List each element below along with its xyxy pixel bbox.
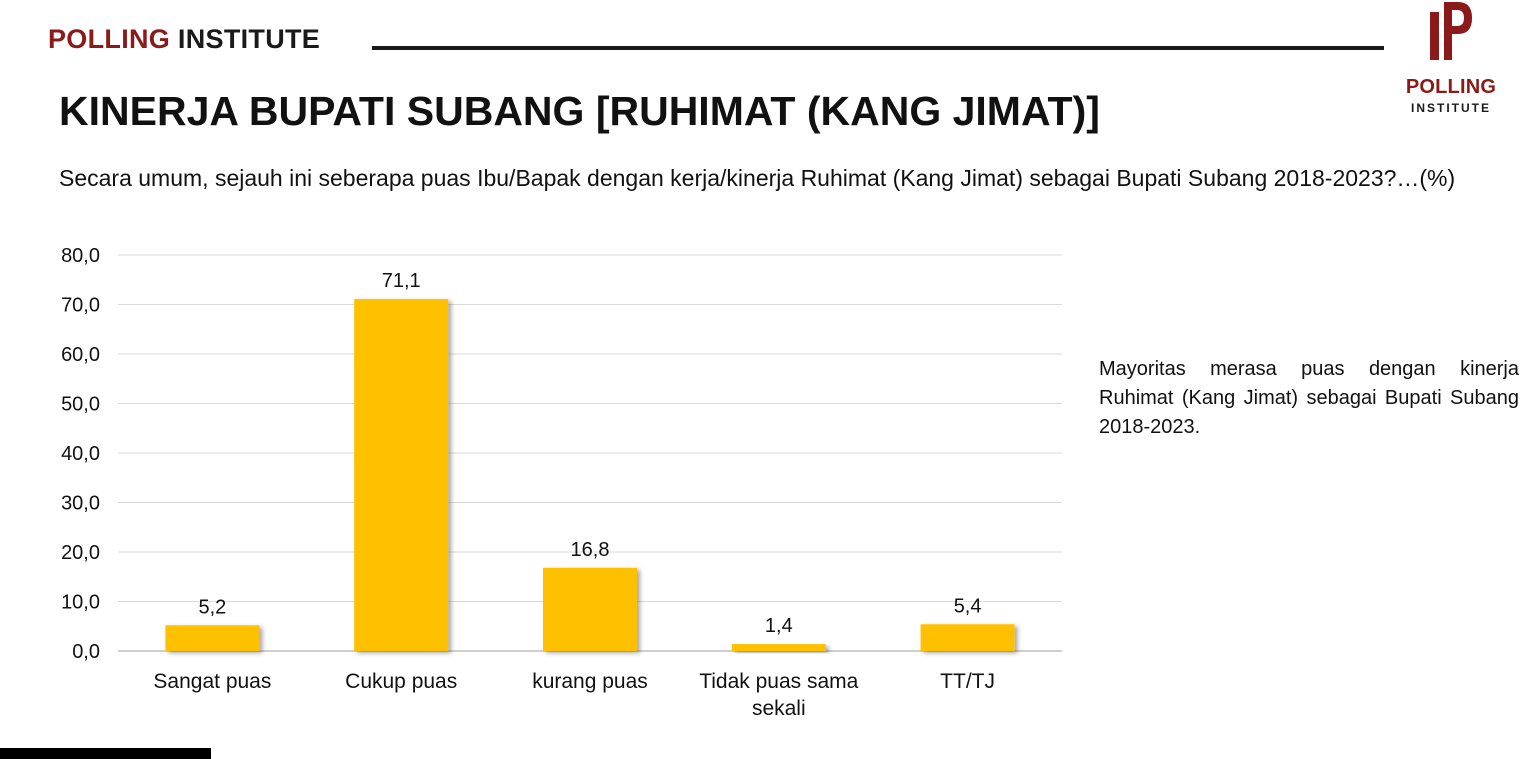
- summary-note: Mayoritas merasa puas dengan kinerja Ruh…: [1099, 358, 1519, 438]
- y-tick-label: 30,0: [61, 493, 100, 515]
- bar: [920, 624, 1015, 651]
- page-title: KINERJA BUPATI SUBANG [RUHIMAT (KANG JIM…: [59, 88, 1100, 134]
- bar-value-label: 5,4: [954, 595, 982, 617]
- bar-value-labels: 5,2 71,1 16,8 1,4 5,4: [198, 270, 981, 637]
- logo-mark-icon: [1430, 2, 1472, 60]
- y-tick-label: 10,0: [61, 592, 100, 614]
- bar-value-label: 1,4: [765, 615, 793, 637]
- brand-header-polling: POLLING: [48, 24, 171, 54]
- x-category-label: kurang puas: [532, 670, 648, 693]
- header-rule: [372, 46, 1384, 50]
- y-tick-label: 80,0: [61, 245, 100, 267]
- polling-institute-logo: POLLING INSTITUTE: [1386, 0, 1516, 120]
- bar: [165, 625, 260, 651]
- bar-value-label: 71,1: [382, 270, 421, 292]
- y-axis-tick-labels: 0,0 10,0 20,0 30,0 40,0 50,0 60,0 70,0 80,0: [61, 245, 100, 663]
- y-tick-label: 60,0: [61, 344, 100, 366]
- x-category-label: Tidak puas sama: [699, 670, 858, 693]
- y-tick-label: 40,0: [61, 443, 100, 465]
- bar: [731, 644, 826, 651]
- bar-value-label: 5,2: [198, 596, 226, 618]
- brand-header: POLLING INSTITUTE: [48, 24, 320, 55]
- y-tick-label: 70,0: [61, 295, 100, 317]
- bars: [165, 299, 1015, 651]
- x-axis-category-labels: Sangat puas Cukup puas kurang puas Tidak pu…: [153, 670, 995, 720]
- x-category-label: Cukup puas: [345, 670, 457, 693]
- y-tick-label: 0,0: [72, 641, 100, 663]
- survey-question: Secara umum, sejauh ini seberapa puas Ib…: [59, 165, 1456, 191]
- x-category-label: Sangat puas: [153, 670, 271, 693]
- bar: [354, 299, 449, 651]
- x-category-label: TT/TJ: [940, 670, 995, 693]
- brand-header-institute: INSTITUTE: [177, 24, 321, 54]
- footer-bar: [0, 748, 211, 759]
- logo-word: POLLING: [1405, 76, 1497, 98]
- bar-chart: 0,0 10,0 20,0 30,0 40,0 50,0 60,0 70,0 80,0 5,2 7…: [61, 245, 1062, 720]
- y-tick-label: 20,0: [61, 542, 100, 564]
- logo-sub: INSTITUTE: [1411, 101, 1491, 115]
- x-category-label: sekali: [752, 697, 806, 720]
- bar: [543, 567, 637, 651]
- bar-value-label: 16,8: [571, 539, 610, 561]
- y-tick-label: 50,0: [61, 394, 100, 416]
